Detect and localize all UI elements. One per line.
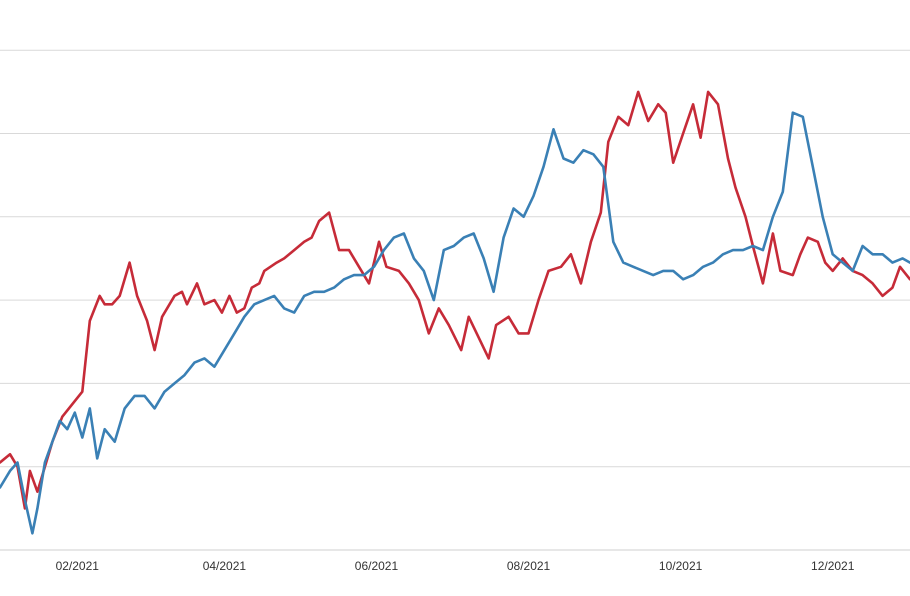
x-tick-label: 06/2021 — [355, 559, 399, 573]
x-tick-label: 04/2021 — [203, 559, 247, 573]
x-tick-label: 12/2021 — [811, 559, 855, 573]
series-line-0 — [0, 90, 910, 510]
x-tick-label: 02/2021 — [56, 559, 100, 573]
series-lines — [0, 90, 910, 535]
x-tick-label: 08/2021 — [507, 559, 551, 573]
x-axis-ticks: 02/2021 04/2021 06/2021 08/2021 10/2021 12/20… — [56, 559, 855, 573]
series-line-1 — [0, 111, 910, 535]
gridlines — [0, 49, 910, 551]
x-tick-label: 10/2021 — [659, 559, 703, 573]
